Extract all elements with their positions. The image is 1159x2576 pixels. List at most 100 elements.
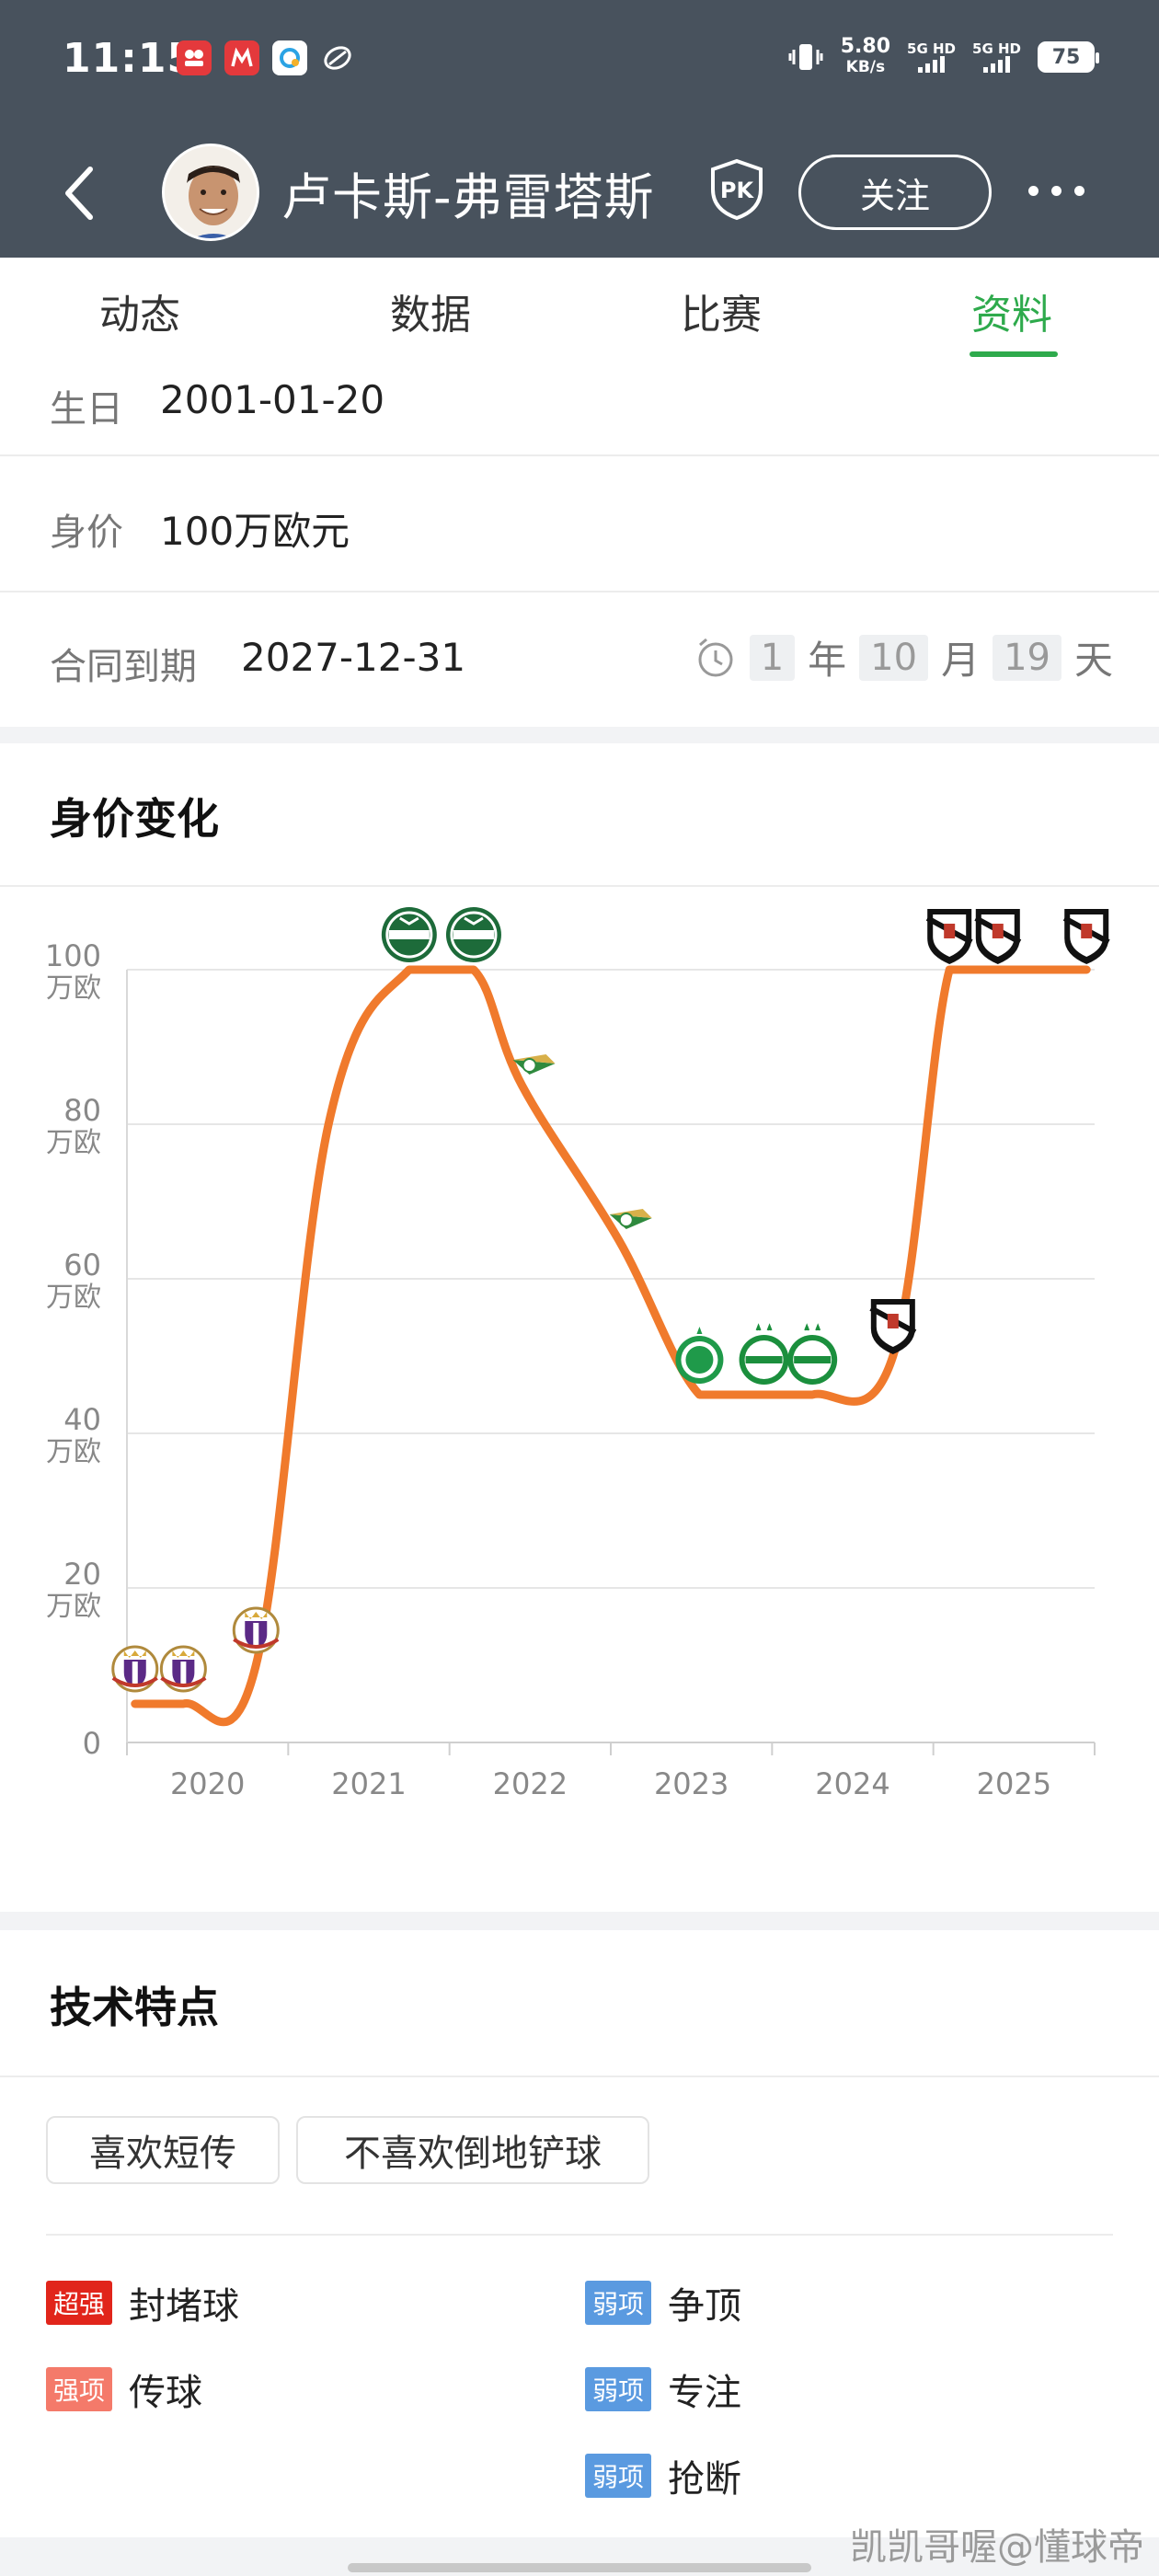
countdown-months-unit: 月 — [941, 638, 981, 683]
club-badge-icon[interactable] — [869, 1299, 917, 1354]
countdown-days-unit: 天 — [1073, 638, 1113, 683]
pk-shield-icon[interactable]: PK — [708, 158, 765, 221]
value-chart-card: 身价变化 0 20 万欧 40 万欧 60 万欧 80 万欧 100 万欧 2020 2021 2022 2… — [0, 743, 1159, 1912]
contract-row: 合同到期 2027-12-31 1 年 10 月 19 天 — [0, 592, 1159, 727]
status-bar: 11:15 5.80 KB/s — [0, 0, 1159, 110]
club-badge-icon[interactable] — [675, 1327, 724, 1384]
birthday-value: 2001-01-20 — [160, 377, 385, 422]
card-divider — [46, 2234, 1113, 2236]
vibrate-icon — [788, 44, 823, 70]
player-name: 卢卡斯-弗雷塔斯 — [281, 168, 655, 226]
birthday-row: 生日 2001-01-20 — [0, 322, 1159, 456]
y-tick-label: 60 — [63, 1248, 101, 1282]
club-badge-icon[interactable] — [381, 907, 437, 962]
club-badge-icon[interactable] — [787, 1323, 838, 1385]
club-badge-icon[interactable] — [974, 909, 1022, 964]
feature-badge: 弱项 — [585, 2454, 652, 2498]
club-badge-icon[interactable] — [609, 1209, 652, 1229]
contract-countdown: 1 年 10 月 19 天 — [694, 629, 1113, 685]
contract-value: 2027-12-31 — [241, 635, 466, 680]
watermark: 凯凯哥喔@懂球帝 — [850, 2526, 1144, 2569]
value-chart-title: 身价变化 — [50, 794, 219, 844]
tab-matches[interactable]: 比赛 — [681, 292, 762, 339]
tech-tag: 不喜欢倒地铲球 — [296, 2116, 649, 2184]
active-tab-indicator — [970, 351, 1058, 357]
y-tick-label: 0 — [83, 1726, 101, 1761]
y-tick-unit: 万欧 — [46, 972, 101, 1005]
signal-sim1: 5G HD — [907, 41, 956, 73]
follow-button[interactable]: 关注 — [798, 155, 992, 230]
club-badge-icon[interactable] — [925, 909, 973, 964]
x-tick-label: 2020 — [170, 1766, 245, 1801]
feature-text: 封堵球 — [129, 2285, 240, 2328]
feature-text: 传球 — [129, 2372, 203, 2414]
y-tick-unit: 万欧 — [46, 1282, 101, 1314]
signal-sim2: 5G HD — [972, 41, 1021, 73]
speed-value: 5.80 — [840, 35, 891, 58]
status-time: 11:15 — [63, 35, 197, 82]
countdown-months: 10 — [859, 634, 929, 681]
y-tick-unit: 万欧 — [46, 1127, 101, 1159]
feature-text: 抢断 — [668, 2458, 742, 2501]
feature-item: 强项 传球 — [46, 2363, 202, 2416]
x-tick-label: 2021 — [331, 1766, 406, 1801]
market-value-value: 100万欧元 — [160, 509, 350, 554]
player-avatar[interactable] — [162, 144, 259, 241]
app-notification-icon — [177, 40, 212, 75]
back-arrow-icon[interactable] — [57, 164, 103, 223]
top-bar: 11:15 5.80 KB/s — [0, 0, 1159, 258]
more-options-icon[interactable] — [1028, 186, 1084, 196]
feature-item: 超强 封堵球 — [46, 2276, 239, 2329]
tech-features-card: 技术特点 喜欢短传 不喜欢倒地铲球 超强 封堵球 强项 传球 弱项 争顶 弱项 … — [0, 1930, 1159, 2537]
club-badge-icon[interactable] — [159, 1645, 207, 1693]
x-tick-label: 2025 — [977, 1766, 1051, 1801]
card-divider — [0, 2076, 1159, 2077]
tab-bar: 动态 数据 比赛 资料 — [0, 258, 1159, 359]
alarm-clock-icon — [698, 638, 733, 676]
club-badge-icon[interactable] — [739, 1323, 789, 1385]
club-badge-icon[interactable] — [1062, 909, 1110, 964]
notification-icons — [177, 40, 355, 75]
contract-label: 合同到期 — [50, 646, 197, 688]
tab-profile[interactable]: 资料 — [971, 292, 1052, 339]
feature-badge: 弱项 — [585, 2281, 652, 2325]
signal-bars-icon — [918, 56, 946, 73]
y-tick-label: 100 — [45, 938, 101, 973]
profile-info: 生日 2001-01-20 身价 100万欧元 合同到期 2027-12-31 … — [0, 359, 1159, 727]
y-tick-label: 20 — [63, 1557, 101, 1592]
sim2-label: 5G HD — [972, 40, 1021, 57]
feature-item: 弱项 抢断 — [585, 2449, 741, 2502]
club-badge-icon[interactable] — [445, 907, 501, 962]
birthday-label: 生日 — [50, 388, 123, 431]
feature-item: 弱项 争顶 — [585, 2276, 741, 2329]
feature-badge: 强项 — [46, 2367, 113, 2411]
sim1-label: 5G HD — [907, 40, 957, 57]
club-badge-icon[interactable] — [232, 1606, 280, 1654]
x-tick-label: 2024 — [815, 1766, 889, 1801]
cloud-notification-icon — [272, 40, 307, 75]
battery-icon: 75 — [1038, 41, 1099, 73]
tab-stats[interactable]: 数据 — [390, 292, 471, 339]
feature-badge: 弱项 — [585, 2367, 652, 2411]
countdown-years-unit: 年 — [808, 638, 847, 683]
mall-notification-icon — [224, 40, 259, 75]
home-indicator[interactable] — [348, 2563, 811, 2572]
y-tick-label: 80 — [63, 1093, 101, 1128]
market-value-row: 身价 100万欧元 — [0, 458, 1159, 592]
x-tick-label: 2023 — [654, 1766, 729, 1801]
tech-tag: 喜欢短传 — [46, 2116, 280, 2184]
x-tick-label: 2022 — [493, 1766, 568, 1801]
value-line — [131, 965, 1091, 1727]
countdown-years: 1 — [749, 634, 796, 681]
tab-dynamics[interactable]: 动态 — [99, 292, 180, 339]
market-value-label: 身价 — [50, 512, 123, 554]
feature-text: 争顶 — [668, 2285, 742, 2328]
club-badge-icon[interactable] — [512, 1054, 556, 1075]
speed-unit: KB/s — [845, 58, 886, 76]
status-right: 5.80 KB/s 5G HD 5G HD 75 — [787, 35, 1099, 77]
player-header: 卢卡斯-弗雷塔斯 PK 关注 — [0, 138, 1159, 248]
club-badge-icon[interactable] — [111, 1645, 159, 1693]
countdown-days: 19 — [993, 634, 1061, 681]
ball-notification-icon — [320, 40, 355, 75]
